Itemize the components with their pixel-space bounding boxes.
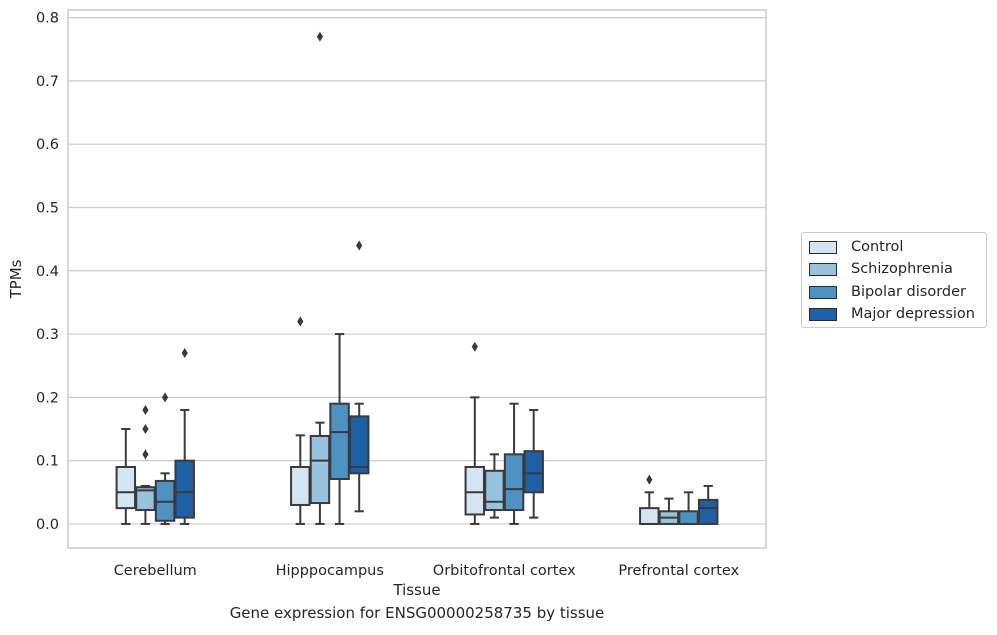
y-tick-label: 0.1 [36,454,59,470]
legend-label-major-depression: Major depression [851,306,975,322]
box [484,469,505,512]
plot-frame [67,9,767,549]
outlier-point [316,31,324,42]
outlier-point [142,449,149,460]
legend-item-schizophrenia: Schizophrenia [809,260,953,278]
y-tick-label: 0.3 [36,327,59,343]
legend-item-major-depression: Major depression [809,305,975,323]
legend-swatch-control [809,240,837,254]
box [503,453,525,512]
box [135,486,156,512]
box [464,465,486,516]
legend-label-control: Control [851,239,904,255]
x-tick-label: Cerebellum [114,563,197,579]
x-axis-label: Tissue [392,581,440,599]
legend-label-bipolar-disorder: Bipolar disorder [851,284,966,300]
box [309,434,331,505]
box [678,510,699,525]
legend-swatch-schizophrenia [809,262,837,276]
outlier-point [356,240,363,251]
y-tick-label: 0.5 [36,200,59,216]
legend-item-bipolar-disorder: Bipolar disorder [809,283,966,301]
outlier-point [142,405,149,416]
box [639,507,660,525]
legend-item-control: Control [809,238,903,256]
outlier-point [181,348,188,359]
y-tick-label: 0.7 [36,74,59,90]
box [115,465,137,510]
outlier-point [142,424,149,435]
x-tick-label: Prefrontal cortex [618,563,739,579]
y-tick-label: 0.6 [36,137,59,153]
box [523,450,544,494]
y-axis-label: TPMs [7,259,25,299]
y-tick-label: 0.4 [36,264,59,280]
box [697,498,719,525]
y-tick-label: 0.0 [36,517,59,533]
box [174,459,195,519]
legend-swatch-major-depression [809,307,837,321]
figure-caption: Gene expression for ENSG00000258735 by t… [229,604,605,622]
box [290,465,311,506]
y-tick-label: 0.2 [36,390,59,406]
x-tick-label: Orbitofrontal cortex [433,563,576,579]
x-tick-label: Hipppocampus [276,563,384,579]
box [348,415,370,475]
legend-swatch-bipolar-disorder [809,285,837,299]
outlier-point [297,316,304,327]
legend-label-schizophrenia: Schizophrenia [851,261,953,277]
legend: Control Schizophrenia Bipolar disorder M… [801,232,987,328]
y-tick-label: 0.8 [36,11,59,27]
outlier-point [646,474,653,485]
outlier-point [161,392,169,403]
outlier-point [471,341,478,352]
box [329,402,350,481]
